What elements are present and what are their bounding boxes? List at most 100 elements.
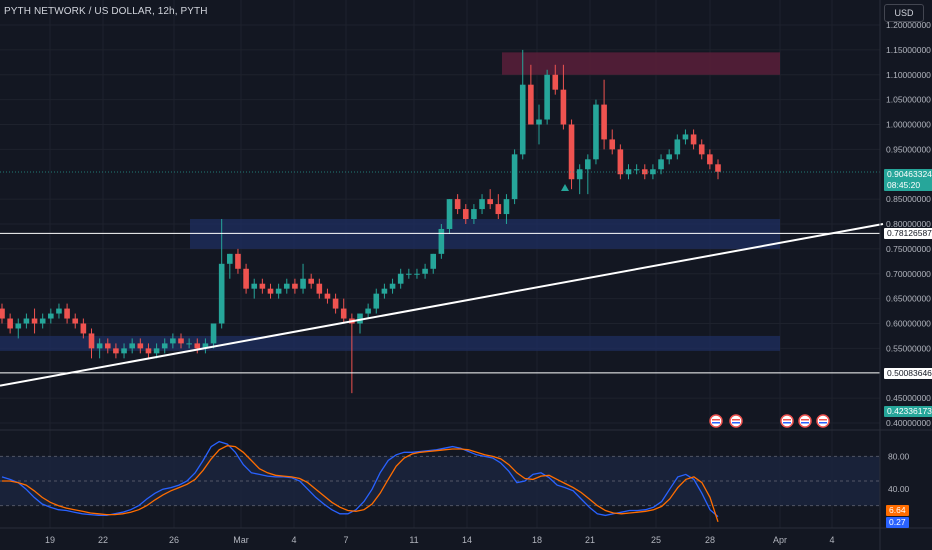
- candle-body: [283, 283, 290, 289]
- candle-body: [454, 199, 461, 210]
- candle-body: [267, 288, 274, 294]
- candle-body: [495, 204, 502, 215]
- candle-body: [121, 348, 127, 354]
- candle-body: [23, 318, 30, 324]
- candle-body: [259, 283, 266, 289]
- time-label: 28: [705, 535, 715, 545]
- candle-body: [698, 144, 705, 155]
- candle-body: [72, 318, 79, 324]
- flag-stripe: [801, 422, 809, 424]
- candle-body: [153, 348, 160, 354]
- time-label: 7: [343, 535, 348, 545]
- candle-body: [601, 104, 607, 140]
- candle-body: [674, 139, 681, 155]
- candle-body: [56, 308, 62, 314]
- flag-stripe: [712, 419, 720, 421]
- price-label: 0.85000000: [886, 194, 931, 204]
- candle-body: [357, 313, 363, 324]
- candle-body: [641, 169, 648, 175]
- flag-stripe: [819, 419, 827, 421]
- candle-body: [446, 199, 453, 229]
- price-label: 0.45000000: [886, 393, 931, 403]
- time-label: Apr: [773, 535, 787, 545]
- flag-stripe: [732, 422, 740, 424]
- time-label: 4: [829, 535, 834, 545]
- candle-body: [568, 124, 575, 180]
- candle-body: [650, 169, 656, 175]
- candle-body: [625, 169, 632, 175]
- stoch-k-line: [1, 440, 719, 518]
- candle-body: [438, 228, 445, 254]
- candle-body: [161, 343, 168, 349]
- candle-body: [7, 318, 13, 329]
- flag-stripe: [783, 419, 791, 421]
- price-label: 1.20000000: [886, 20, 931, 30]
- level-lower-tag: 0.50083646: [884, 368, 932, 379]
- stoch-axis-label: 40.00: [888, 484, 910, 494]
- countdown-value: 08:45:20: [887, 180, 921, 190]
- candle-body: [113, 348, 119, 354]
- last-price-value: 0.90463324: [887, 169, 932, 179]
- candle-body: [178, 338, 184, 344]
- candle-body: [365, 308, 371, 314]
- candle-body: [414, 273, 420, 275]
- candle-body: [210, 323, 217, 344]
- candle-body: [471, 209, 477, 220]
- candle-body: [381, 288, 388, 294]
- candle-body: [633, 169, 640, 171]
- time-label: 25: [651, 535, 661, 545]
- flag-stripe: [819, 422, 827, 424]
- price-label: 1.15000000: [886, 45, 931, 55]
- price-label: 1.10000000: [886, 70, 931, 80]
- candle-body: [170, 338, 176, 344]
- candle-body: [145, 348, 152, 354]
- candle-body: [88, 333, 95, 349]
- candle-body: [397, 273, 404, 284]
- candle-body: [104, 343, 111, 349]
- candle-body: [218, 263, 225, 324]
- stoch-k-tag: 6.64: [886, 505, 909, 516]
- candle-body: [707, 154, 713, 165]
- low-marker-tag: 0.42336173: [884, 406, 932, 417]
- stoch-d-tag: 0.27: [886, 517, 909, 528]
- candle-body: [64, 308, 70, 319]
- candle-body: [528, 84, 534, 125]
- candle-body: [292, 283, 298, 289]
- candle-body: [503, 199, 510, 215]
- candle-body: [275, 288, 282, 294]
- candle-body: [389, 283, 396, 289]
- candle-body: [479, 199, 485, 210]
- flag-stripe: [732, 419, 740, 421]
- candle-body: [462, 209, 469, 220]
- candle-body: [519, 84, 526, 155]
- candle-body: [300, 278, 306, 289]
- time-label: 14: [462, 535, 472, 545]
- candle-body: [715, 164, 721, 172]
- candle-body: [511, 154, 518, 200]
- us-flag-icon: [729, 414, 743, 428]
- stoch-d-line: [2, 445, 719, 523]
- chart-title: PYTH NETWORK / US DOLLAR, 12h, PYTH: [4, 6, 208, 17]
- price-label: 0.80000000: [886, 219, 931, 229]
- candle-body: [0, 308, 5, 319]
- candle-body: [544, 74, 550, 120]
- price-label: 0.40000000: [886, 418, 931, 428]
- flag-stripe: [783, 422, 791, 424]
- candle-body: [129, 343, 135, 349]
- candles-layer: [0, 49, 721, 394]
- currency-button[interactable]: USD: [884, 4, 924, 22]
- candle-body: [251, 283, 258, 289]
- candle-body: [48, 313, 54, 319]
- candle-body: [585, 159, 591, 170]
- candle-body: [202, 343, 209, 349]
- time-label: 26: [169, 535, 179, 545]
- candle-body: [422, 268, 428, 274]
- flag-stripe: [712, 422, 720, 424]
- price-label: 0.70000000: [886, 269, 931, 279]
- candle-body: [609, 139, 616, 150]
- signal-triangle-icon: [561, 184, 569, 191]
- candle-body: [406, 273, 412, 275]
- zones-layer: [0, 52, 780, 351]
